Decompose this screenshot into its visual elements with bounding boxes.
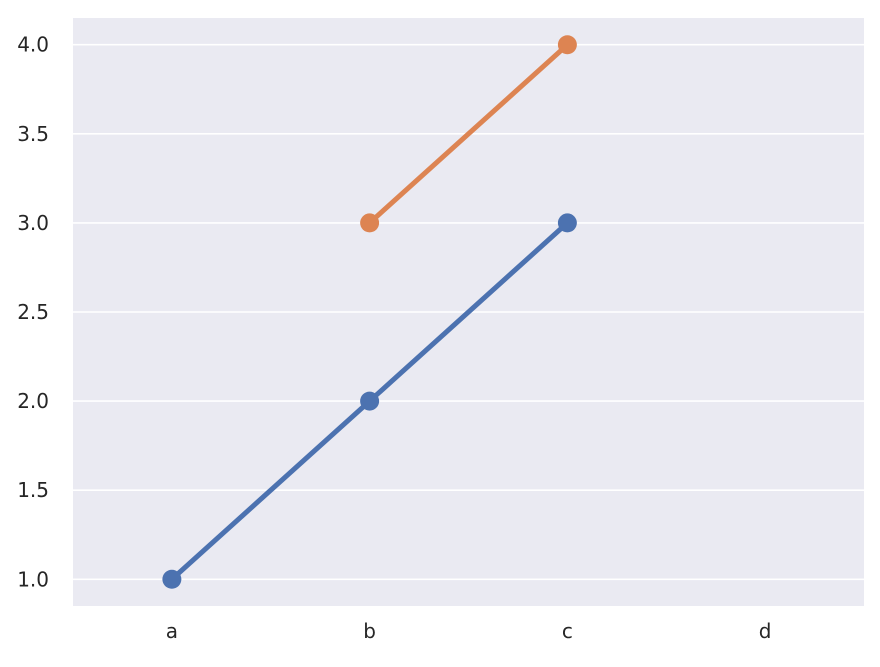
y-tick-label: 3.0 [17,211,49,235]
x-tick-label: c [562,619,573,643]
data-point [162,569,182,589]
x-tick-label: a [166,619,178,643]
y-tick-label: 2.0 [17,389,49,413]
series-2 [360,35,577,233]
data-point [360,391,380,411]
data-point [360,213,380,233]
series-group [162,35,577,589]
y-tick-label: 4.0 [17,33,49,57]
series-line [367,42,570,226]
data-point [557,35,577,55]
x-tick-label: d [759,619,772,643]
y-tick-label: 1.0 [17,567,49,591]
y-tick-label: 2.5 [17,300,49,324]
y-tick-labels: 1.0 1.5 2.0 2.5 3.0 3.5 4.0 [17,33,49,592]
x-tick-labels: a b c d [166,619,772,643]
x-tick-label: b [363,619,376,643]
y-tick-label: 3.5 [17,122,49,146]
series-1 [162,213,577,589]
y-tick-label: 1.5 [17,478,49,502]
data-point [557,213,577,233]
